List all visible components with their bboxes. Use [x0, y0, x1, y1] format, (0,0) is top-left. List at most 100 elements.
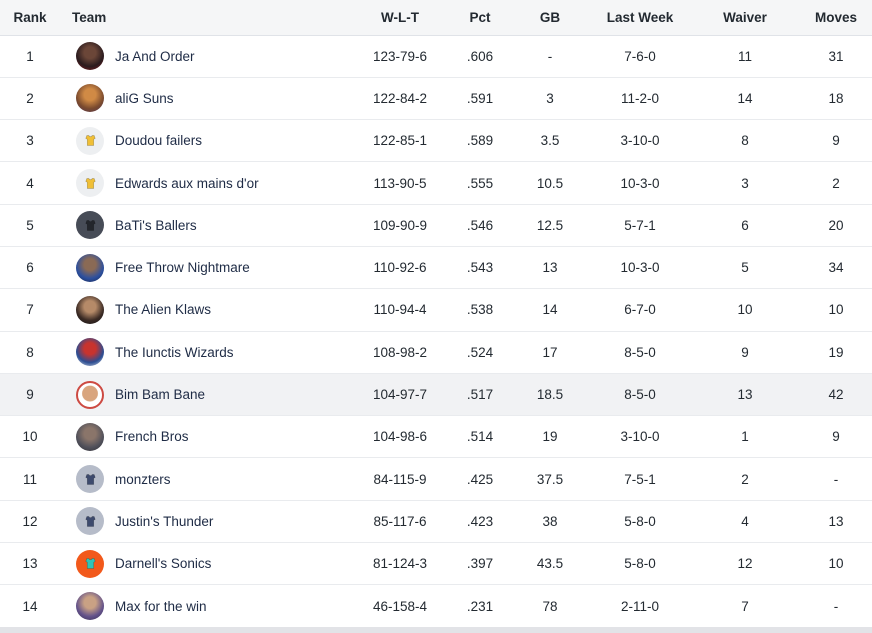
pct-cell: .589	[466, 133, 494, 149]
waiver-cell: 10	[737, 302, 753, 318]
team-wrap: The Iunctis Wizards	[76, 338, 350, 367]
standings-row: 12 Justin's Thunder 85-117-6 .423 38 5-8-0 4 13	[0, 500, 872, 543]
gb-cell: 43.5	[536, 556, 564, 572]
moves-cell: -	[833, 471, 839, 487]
last-week-cell: 2-11-0	[620, 598, 660, 614]
rank-cell: 3	[26, 133, 34, 149]
team-link[interactable]: Free Throw Nightmare	[115, 260, 250, 276]
team-cell: Free Throw Nightmare	[60, 246, 350, 288]
team-link[interactable]: aliG Suns	[115, 90, 174, 106]
team-cell: monzters	[60, 458, 350, 500]
moves-cell: 9	[832, 429, 840, 445]
jersey-icon	[84, 516, 96, 527]
team-avatar	[76, 169, 104, 198]
team-link[interactable]: monzters	[115, 471, 171, 487]
team-link[interactable]: French Bros	[115, 429, 189, 445]
rank-cell: 13	[22, 556, 38, 572]
rank-cell: 11	[22, 471, 37, 487]
team-cell: Edwards aux mains d'or	[60, 162, 350, 204]
team-avatar	[76, 592, 104, 620]
last-week-cell: 3-10-0	[620, 133, 660, 149]
last-week-cell: 10-3-0	[620, 175, 660, 191]
team-cell: BaTi's Ballers	[60, 204, 350, 246]
team-link[interactable]: Doudou failers	[115, 133, 203, 149]
standings-row: 5 BaTi's Ballers 109-90-9 .546 12.5 5-7-1 6 20	[0, 204, 872, 247]
pct-cell: .514	[466, 429, 494, 445]
team-link[interactable]: Ja And Order	[115, 48, 195, 64]
gb-cell: 78	[542, 598, 558, 614]
standings-row: 3 Doudou failers 122-85-1 .589 3.5 3-10-0 8 9	[0, 119, 872, 162]
jersey-icon	[84, 473, 96, 485]
wlt-cell: 113-90-5	[373, 175, 427, 191]
pct-cell: .231	[466, 598, 494, 614]
jersey-icon	[84, 220, 96, 231]
footer-strip	[0, 627, 872, 633]
wlt-cell: 109-90-9	[372, 217, 428, 233]
team-cell: Ja And Order	[60, 35, 350, 77]
column-header-waiver: Waiver	[690, 0, 800, 36]
pct-cell: .517	[466, 387, 494, 403]
team-avatar	[76, 507, 104, 536]
waiver-cell: 3	[741, 175, 749, 191]
team-wrap: monzters	[76, 465, 350, 494]
gb-cell: 18.5	[536, 387, 564, 403]
standings-row: 11 monzters 84-115-9 .425 37.5 7-5-1 2 -	[0, 457, 872, 501]
team-link[interactable]: Max for the win	[115, 598, 207, 614]
team-cell: Doudou failers	[60, 120, 350, 162]
jersey-icon	[84, 135, 96, 146]
standings-row: 7 The Alien Klaws 110-94-4 .538 14 6-7-0 10 10	[0, 288, 872, 332]
waiver-cell: 9	[741, 344, 749, 360]
team-wrap: French Bros	[76, 422, 350, 451]
team-avatar	[76, 126, 104, 155]
pct-cell: .543	[466, 260, 494, 276]
waiver-cell: 7	[741, 598, 749, 614]
moves-cell: 13	[828, 513, 844, 529]
last-week-cell: 7-6-0	[624, 48, 656, 64]
gb-cell: 13	[542, 260, 558, 276]
team-cell: Max for the win	[60, 585, 350, 627]
team-link[interactable]: BaTi's Ballers	[115, 217, 197, 233]
rank-cell: 1	[26, 48, 34, 64]
waiver-cell: 1	[741, 429, 749, 445]
team-link[interactable]: The Alien Klaws	[115, 302, 212, 318]
wlt-cell: 46-158-4	[372, 598, 428, 614]
pct-cell: .397	[466, 556, 494, 572]
moves-cell: 9	[832, 133, 840, 149]
waiver-cell: 12	[737, 556, 753, 572]
team-link[interactable]: Edwards aux mains d'or	[115, 175, 259, 191]
last-week-cell: 5-7-1	[624, 217, 656, 233]
gb-cell: 3	[546, 90, 554, 106]
waiver-cell: 4	[741, 513, 749, 529]
team-wrap: Ja And Order	[76, 42, 350, 71]
standings-row: 8 The Iunctis Wizards 108-98-2 .524 17 8-5-0 9…	[0, 331, 872, 374]
team-wrap: The Alien Klaws	[76, 295, 350, 324]
column-header-moves: Moves	[800, 0, 872, 36]
standings-row: 14 Max for the win 46-158-4 .231 78 2-11-0 7 -	[0, 584, 872, 628]
waiver-cell: 14	[737, 90, 753, 106]
waiver-cell: 5	[741, 260, 749, 276]
pct-cell: .591	[466, 90, 494, 106]
team-cell: French Bros	[60, 416, 350, 458]
column-header-gb: GB	[510, 0, 590, 36]
team-cell: aliG Suns	[60, 77, 350, 119]
pct-cell: .423	[466, 513, 494, 529]
team-link[interactable]: The Iunctis Wizards	[115, 344, 234, 360]
standings-row: 9 Bim Bam Bane 104-97-7 .517 18.5 8-5-0 13 42	[0, 373, 872, 416]
team-link[interactable]: Justin's Thunder	[115, 513, 214, 529]
last-week-cell: 6-7-0	[624, 302, 656, 318]
team-avatar	[76, 211, 104, 240]
team-avatar	[76, 338, 104, 367]
gb-cell: 37.5	[536, 471, 564, 487]
last-week-cell: 8-5-0	[624, 387, 656, 403]
last-week-cell: 5-8-0	[624, 556, 656, 572]
team-avatar	[76, 295, 104, 324]
wlt-cell: 104-97-7	[372, 387, 428, 403]
rank-cell: 4	[26, 175, 34, 191]
team-link[interactable]: Bim Bam Bane	[115, 387, 206, 403]
rank-cell: 5	[26, 217, 34, 233]
standings-body: 1 Ja And Order 123-79-6.606-7-6-0 11 31 2 aliG…	[0, 35, 872, 628]
moves-cell: -	[833, 598, 839, 614]
moves-cell: 10	[828, 302, 844, 318]
team-link[interactable]: Darnell's Sonics	[115, 556, 212, 572]
